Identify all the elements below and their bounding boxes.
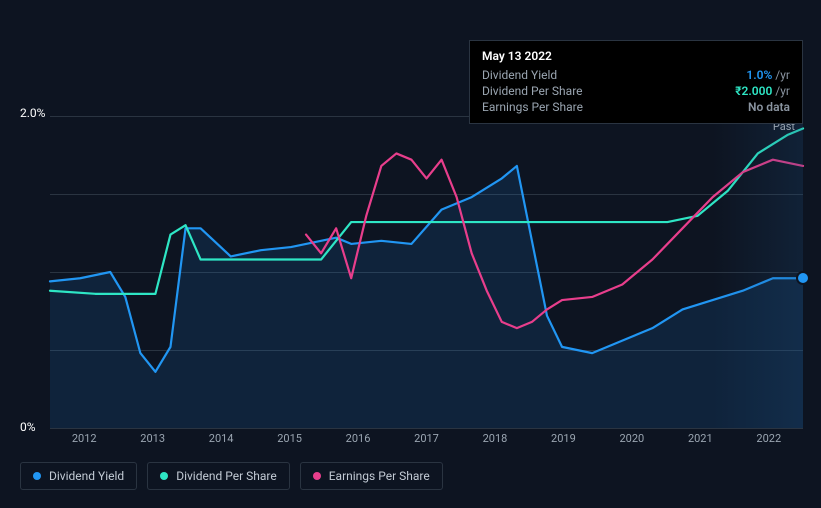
legend-label: Earnings Per Share: [329, 469, 430, 483]
y-tick-max: 2.0%: [20, 106, 45, 120]
x-tick: 2022: [756, 432, 781, 445]
legend-dot: [33, 472, 41, 480]
series-svg: [50, 116, 803, 428]
x-tick: 2013: [140, 432, 165, 445]
x-axis: 2012 2013 2014 2015 2016 2017 2018 2019 2020 2021…: [50, 432, 803, 448]
tooltip-label: Dividend Yield: [482, 68, 557, 82]
x-tick: 2012: [72, 432, 97, 445]
legend-dot: [160, 472, 168, 480]
chart-area: 2.0% 0% Past 201220132014201520162017201…: [20, 108, 803, 448]
tooltip-value: 1.0% /yr: [746, 68, 790, 82]
x-tick: 2016: [346, 432, 371, 445]
legend-label: Dividend Yield: [49, 469, 124, 483]
legend-item-dividend-per-share[interactable]: Dividend Per Share: [147, 462, 290, 490]
tooltip-label: Earnings Per Share: [482, 100, 583, 114]
x-tick: 2018: [483, 432, 508, 445]
tooltip-date: May 13 2022: [482, 49, 790, 63]
series-marker: [798, 273, 808, 283]
x-tick: 2017: [414, 432, 439, 445]
legend-item-dividend-yield[interactable]: Dividend Yield: [20, 462, 137, 490]
tooltip-row: Dividend Per Share ₹2.000 /yr: [482, 83, 790, 99]
legend-dot: [313, 472, 321, 480]
plot-region[interactable]: Past: [50, 116, 803, 428]
legend-item-earnings-per-share[interactable]: Earnings Per Share: [300, 462, 443, 490]
grid-line: [50, 428, 803, 429]
y-tick-min: 0%: [20, 420, 36, 434]
y-axis: 2.0% 0%: [20, 108, 50, 428]
tooltip-value: No data: [748, 100, 790, 114]
tooltip-row: Dividend Yield 1.0% /yr: [482, 67, 790, 83]
hover-tooltip: May 13 2022 Dividend Yield1.0% /yrDivide…: [469, 40, 803, 124]
series-area-dividend-yield: [50, 166, 803, 428]
x-tick: 2015: [277, 432, 302, 445]
legend-label: Dividend Per Share: [176, 469, 277, 483]
x-tick: 2014: [209, 432, 234, 445]
tooltip-value: ₹2.000 /yr: [735, 84, 790, 98]
tooltip-row: Earnings Per Share No data: [482, 99, 790, 115]
x-tick: 2019: [551, 432, 576, 445]
tooltip-label: Dividend Per Share: [482, 84, 583, 98]
legend: Dividend Yield Dividend Per Share Earnings…: [20, 462, 443, 490]
x-tick: 2021: [688, 432, 713, 445]
x-tick: 2020: [619, 432, 644, 445]
